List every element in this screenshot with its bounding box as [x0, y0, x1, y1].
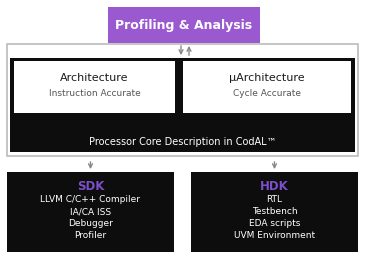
Text: HDK: HDK — [260, 179, 289, 192]
Text: Processor Core Description in CodAL™: Processor Core Description in CodAL™ — [89, 137, 276, 147]
Text: LLVM C/C++ Compiler: LLVM C/C++ Compiler — [41, 196, 141, 205]
Text: UVM Environment: UVM Environment — [234, 232, 315, 241]
Text: Instruction Accurate: Instruction Accurate — [49, 89, 141, 97]
Text: Cycle Accurate: Cycle Accurate — [233, 89, 301, 97]
Bar — [108, 7, 260, 43]
Text: Profiler: Profiler — [74, 232, 107, 241]
Bar — [7, 172, 174, 252]
Text: μArchitecture: μArchitecture — [229, 73, 305, 83]
Text: IA/CA ISS: IA/CA ISS — [70, 207, 111, 217]
Bar — [191, 172, 358, 252]
Text: RTL: RTL — [266, 196, 283, 205]
Text: SDK: SDK — [77, 179, 104, 192]
Text: EDA scripts: EDA scripts — [249, 219, 300, 228]
Bar — [10, 58, 355, 152]
Text: Debugger: Debugger — [68, 219, 113, 228]
Bar — [183, 61, 351, 113]
Text: Architecture: Architecture — [60, 73, 129, 83]
Bar — [7, 44, 358, 156]
Text: Profiling & Analysis: Profiling & Analysis — [115, 18, 253, 32]
Text: Testbench: Testbench — [252, 207, 297, 217]
Bar — [14, 61, 175, 113]
